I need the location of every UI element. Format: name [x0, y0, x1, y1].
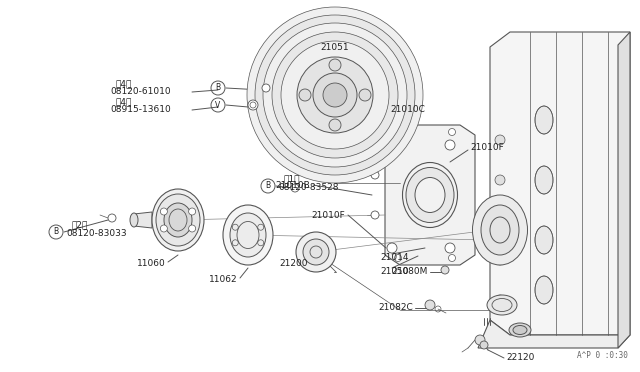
Ellipse shape: [481, 205, 519, 255]
Text: 25080M: 25080M: [392, 267, 428, 276]
Circle shape: [291, 184, 299, 192]
Circle shape: [475, 335, 485, 345]
Text: B: B: [266, 182, 271, 190]
Polygon shape: [478, 320, 630, 348]
Text: 21014: 21014: [380, 253, 408, 263]
Polygon shape: [385, 125, 475, 265]
Circle shape: [161, 208, 167, 215]
Text: （4）: （4）: [116, 97, 132, 106]
Circle shape: [425, 300, 435, 310]
Text: 08120-61010: 08120-61010: [110, 87, 171, 96]
Text: （4）: （4）: [116, 80, 132, 89]
Text: 21010B: 21010B: [275, 180, 310, 189]
Circle shape: [329, 119, 341, 131]
Circle shape: [495, 255, 505, 265]
Circle shape: [299, 89, 311, 101]
Text: （1）: （1）: [284, 174, 301, 183]
Text: （2）: （2）: [72, 221, 88, 230]
Ellipse shape: [156, 194, 200, 246]
Circle shape: [495, 175, 505, 185]
Circle shape: [371, 211, 379, 219]
Circle shape: [247, 7, 423, 183]
Text: B: B: [53, 228, 59, 237]
Text: 08120-83033: 08120-83033: [66, 228, 127, 237]
Ellipse shape: [406, 167, 454, 222]
Text: 21200: 21200: [280, 259, 308, 267]
Circle shape: [262, 84, 270, 92]
Ellipse shape: [487, 295, 517, 315]
Circle shape: [313, 73, 357, 117]
Circle shape: [297, 57, 373, 133]
Circle shape: [189, 208, 196, 215]
Text: 21051: 21051: [321, 44, 349, 52]
Text: 22120: 22120: [506, 353, 534, 362]
Circle shape: [108, 214, 116, 222]
Circle shape: [480, 341, 488, 349]
Text: 21082C: 21082C: [378, 304, 413, 312]
Circle shape: [441, 266, 449, 274]
Circle shape: [189, 225, 196, 232]
Ellipse shape: [535, 226, 553, 254]
Text: 08120-83528: 08120-83528: [278, 183, 339, 192]
Circle shape: [303, 239, 329, 265]
Ellipse shape: [223, 205, 273, 265]
Circle shape: [255, 15, 415, 175]
Text: A^P 0 :0:30: A^P 0 :0:30: [577, 351, 628, 360]
Circle shape: [445, 140, 455, 150]
Circle shape: [248, 100, 258, 110]
Ellipse shape: [164, 203, 192, 237]
Text: 08915-13610: 08915-13610: [110, 106, 171, 115]
Circle shape: [387, 243, 397, 253]
Circle shape: [495, 135, 505, 145]
Circle shape: [394, 128, 401, 135]
Circle shape: [296, 232, 336, 272]
Circle shape: [449, 128, 456, 135]
Text: 21010C: 21010C: [390, 106, 425, 115]
Ellipse shape: [415, 177, 445, 212]
Ellipse shape: [230, 213, 266, 257]
Ellipse shape: [535, 106, 553, 134]
Ellipse shape: [513, 326, 527, 334]
Circle shape: [359, 89, 371, 101]
Circle shape: [272, 32, 398, 158]
Circle shape: [323, 83, 347, 107]
Circle shape: [449, 254, 456, 262]
Ellipse shape: [152, 189, 204, 251]
Text: 21010F: 21010F: [470, 144, 504, 153]
Text: 21010F: 21010F: [311, 211, 345, 219]
Polygon shape: [618, 32, 630, 348]
Text: V: V: [216, 100, 221, 109]
Circle shape: [263, 23, 407, 167]
Text: 21010: 21010: [380, 267, 408, 276]
Circle shape: [329, 59, 341, 71]
Circle shape: [394, 254, 401, 262]
Circle shape: [371, 171, 379, 179]
Ellipse shape: [535, 276, 553, 304]
Ellipse shape: [130, 213, 138, 227]
Ellipse shape: [472, 195, 527, 265]
Text: 11062: 11062: [209, 275, 238, 283]
Circle shape: [387, 140, 397, 150]
Circle shape: [161, 225, 167, 232]
Circle shape: [445, 243, 455, 253]
Circle shape: [281, 41, 389, 149]
Polygon shape: [134, 212, 152, 228]
Polygon shape: [490, 32, 630, 335]
Circle shape: [495, 295, 505, 305]
Text: B: B: [216, 83, 221, 93]
Ellipse shape: [509, 323, 531, 337]
Text: 11060: 11060: [137, 259, 166, 267]
Ellipse shape: [535, 166, 553, 194]
